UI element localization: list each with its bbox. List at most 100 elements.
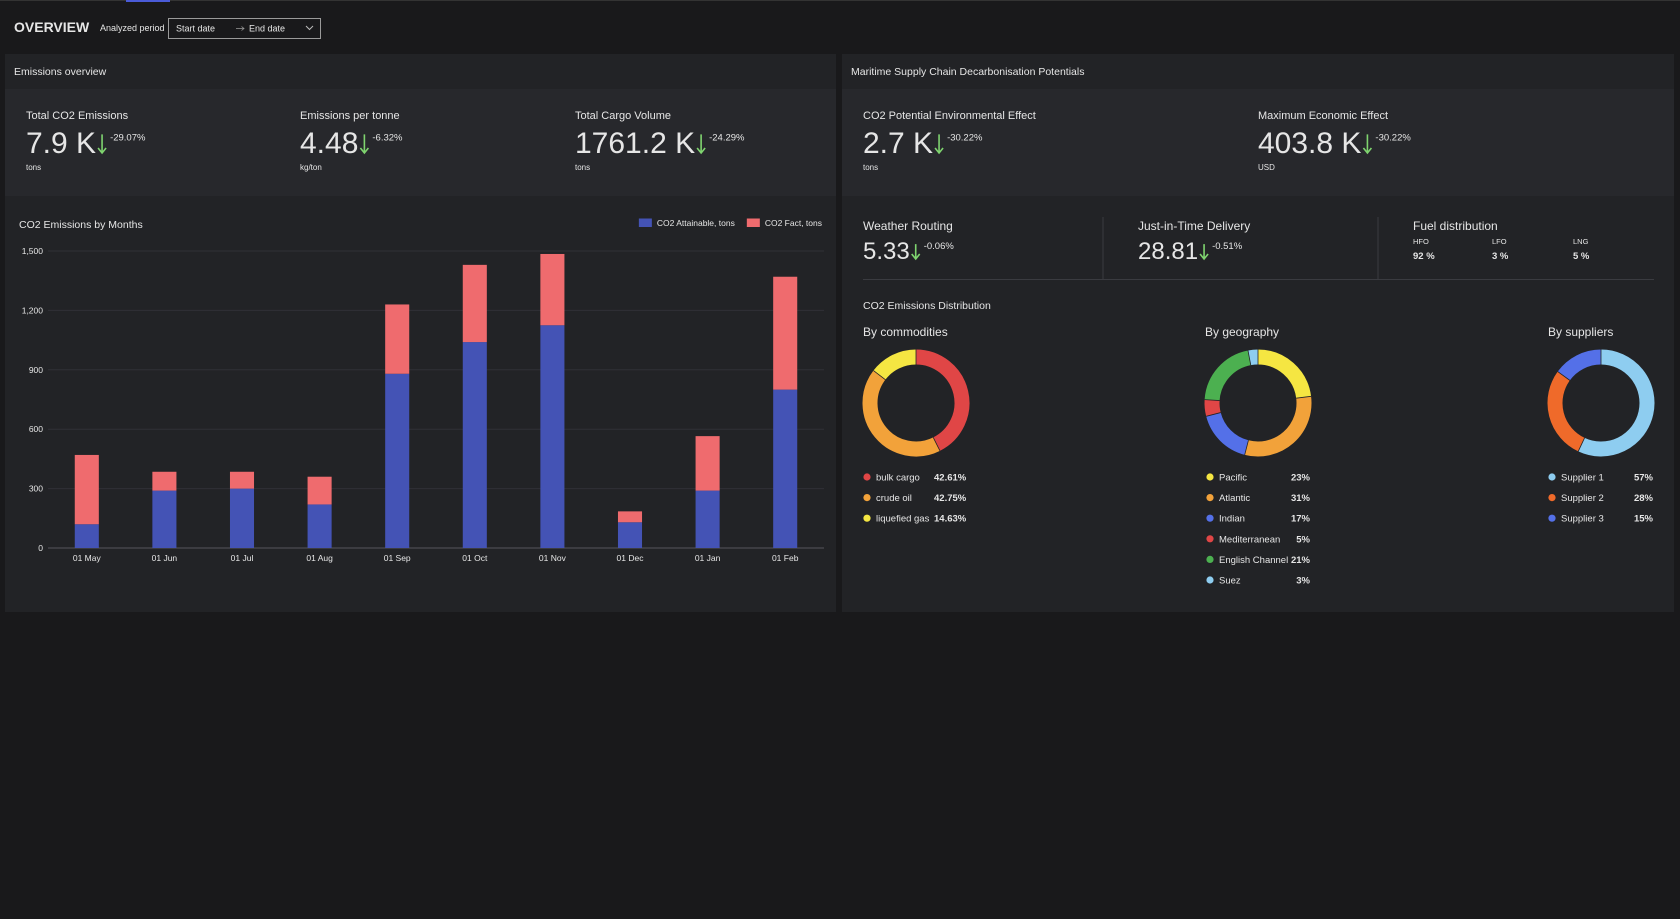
x-tick-label: 01 Jul: [231, 553, 254, 563]
legend-dot: [1206, 576, 1214, 584]
kpi-change: -6.32%: [372, 132, 403, 143]
kpi-change: -0.51%: [1212, 241, 1243, 252]
active-tab-indicator[interactable]: [126, 0, 170, 2]
kpi-label: Total Cargo Volume: [575, 110, 671, 122]
kpi-unit: tons: [575, 163, 590, 172]
fuel-value: 92 %: [1413, 251, 1435, 262]
segment-separator: [932, 437, 941, 452]
segment-separator: [873, 370, 886, 380]
donut-segment: [873, 349, 917, 380]
legend-value: 3%: [1296, 576, 1310, 587]
segment-separator: [1296, 395, 1312, 399]
donut-segment: [915, 349, 970, 451]
legend-dot: [1206, 514, 1214, 522]
down-arrow: [1362, 134, 1373, 155]
legend-dot: [863, 494, 871, 502]
legend-label: crude oil: [876, 493, 912, 504]
x-tick-label: 01 Jun: [152, 553, 178, 563]
chart-title: By geography: [1205, 325, 1279, 339]
legend-label: Atlantic: [1219, 493, 1250, 504]
date-picker-box[interactable]: [168, 18, 321, 39]
legend-label: Supplier 3: [1561, 514, 1604, 525]
donut-segment: [1257, 349, 1312, 399]
legend-dot: [1548, 514, 1556, 522]
legend-label: English Channel: [1219, 555, 1288, 566]
kpi-value: 4.48: [300, 127, 358, 160]
bar-segment: [462, 264, 487, 343]
x-tick-label: 01 Oct: [462, 553, 488, 563]
bar-segment: [307, 476, 332, 505]
kpi-value: 28.81: [1138, 238, 1198, 265]
donut-segment: [1204, 350, 1252, 401]
bar-segment: [773, 389, 798, 548]
kpi-unit: USD: [1258, 163, 1275, 172]
legend-value: 5%: [1296, 534, 1310, 545]
kpi-value: 1761.2 K: [575, 127, 695, 160]
bar-segment: [74, 524, 99, 548]
legend-label: CO2 Fact, tons: [765, 218, 822, 228]
kpi-unit: kg/ton: [300, 163, 322, 172]
x-tick-label: 01 Sep: [384, 553, 411, 563]
end-date[interactable]: End date: [249, 24, 285, 34]
legend-value: 42.75%: [934, 493, 967, 504]
bar-segment: [307, 504, 332, 548]
x-tick-label: 01 Aug: [306, 553, 333, 563]
dropdown-chevron[interactable]: [305, 25, 314, 31]
legend-label: bulk cargo: [876, 473, 920, 484]
down-arrow: [1199, 244, 1209, 261]
legend-dot: [1548, 494, 1556, 502]
chart-title: By commodities: [863, 325, 948, 339]
legend-value: 21%: [1291, 555, 1311, 566]
bar-segment: [462, 342, 487, 548]
bar-segment: [229, 488, 255, 548]
bar-segment: [152, 490, 177, 548]
kpi-label: Just-in-Time Delivery: [1138, 219, 1250, 233]
legend-value: 17%: [1291, 514, 1311, 525]
kpi-label: Weather Routing: [863, 219, 953, 233]
legend-value: 42.61%: [934, 473, 967, 484]
bar-segment: [695, 490, 720, 548]
segment-separator: [1206, 412, 1221, 417]
bar-segment: [385, 304, 410, 374]
kpi-value: 7.9 K: [26, 127, 96, 160]
kpi-strip: [842, 89, 1674, 196]
legend-label: Supplier 1: [1561, 473, 1604, 484]
segment-separator: [1204, 399, 1220, 401]
segment-separator: [1577, 437, 1585, 452]
donut-segment: [1204, 399, 1221, 417]
legend-swatch: [638, 218, 652, 227]
legend-dot: [1206, 494, 1214, 502]
fuel-value: 3 %: [1492, 251, 1509, 262]
fuel-label: Fuel distribution: [1413, 219, 1498, 233]
top-border: [0, 0, 1680, 1]
bar-segment: [385, 373, 410, 548]
start-date[interactable]: Start date: [176, 24, 215, 34]
bar-segment: [540, 253, 565, 326]
page-title: OVERVIEW: [14, 19, 90, 35]
bar-segment: [695, 436, 720, 491]
y-tick-label: 300: [29, 484, 43, 494]
date-picker[interactable]: Start date End date: [168, 18, 321, 39]
kpi-label: Total CO2 Emissions: [26, 110, 129, 122]
kpi-change: -29.07%: [110, 132, 146, 143]
segment-separator: [1557, 371, 1571, 381]
y-tick-label: 600: [29, 424, 43, 434]
x-tick-label: 01 May: [73, 553, 102, 563]
legend-value: 28%: [1634, 493, 1654, 504]
segment-separator: [1244, 440, 1249, 455]
x-tick-label: 01 Jan: [695, 553, 721, 563]
legend-value: 15%: [1634, 514, 1654, 525]
legend-label: Pacific: [1219, 473, 1247, 484]
legend-dot: [863, 514, 871, 522]
legend-dot: [863, 473, 871, 481]
donut-segment: [1247, 349, 1259, 366]
kpi-change: -0.06%: [924, 241, 955, 252]
kpi-unit: tons: [26, 163, 41, 172]
fuel-name: LFO: [1492, 237, 1507, 246]
x-tick-label: 01 Feb: [772, 553, 799, 563]
bar-segment: [229, 471, 255, 489]
panel-title: Maritime Supply Chain Decarbonisation Po…: [851, 66, 1084, 78]
donut-segment: [1244, 396, 1312, 457]
legend-swatch: [746, 218, 760, 227]
donut-segment: [862, 370, 940, 457]
